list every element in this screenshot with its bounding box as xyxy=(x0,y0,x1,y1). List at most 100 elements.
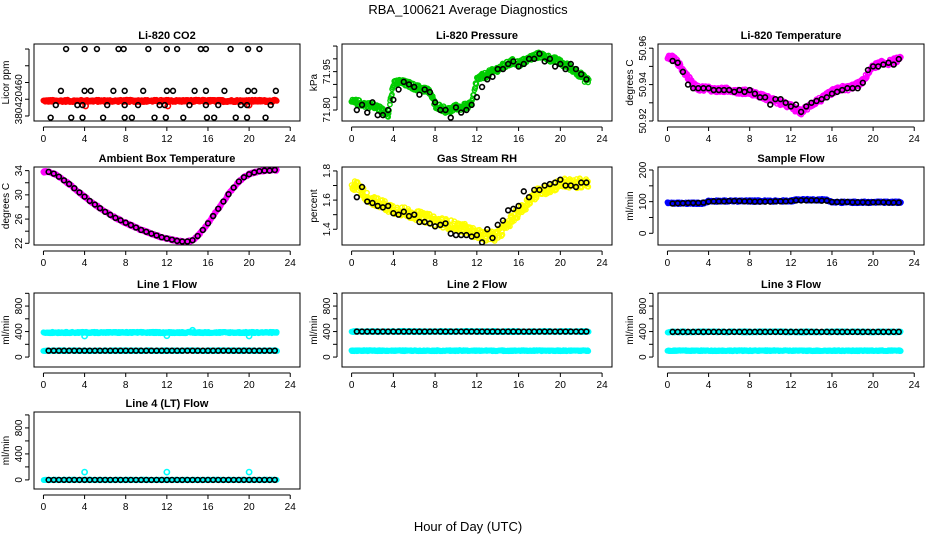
x-tick-label: 16 xyxy=(202,380,214,391)
average-point xyxy=(267,101,274,109)
average-point xyxy=(859,79,867,86)
x-tick-label: 12 xyxy=(785,134,797,145)
x-tick-label: 8 xyxy=(432,380,438,391)
average-point xyxy=(364,109,371,116)
y-tick-label: 0 xyxy=(322,354,333,360)
y-tick-label: 800 xyxy=(322,297,333,314)
y-axis-label: ml/min xyxy=(625,191,636,220)
outlier-point xyxy=(163,332,171,340)
average-point xyxy=(194,232,201,240)
x-tick-label: 4 xyxy=(706,258,712,269)
average-point xyxy=(864,66,872,74)
x-axis: 0 4 8 12 16 20 24 xyxy=(665,250,920,269)
panel-title: Li-820 CO2 xyxy=(138,30,195,42)
average-point xyxy=(163,45,171,53)
average-point xyxy=(578,70,585,78)
y-axis-label: degrees C xyxy=(1,183,12,229)
average-point xyxy=(854,85,861,92)
raw-point xyxy=(273,329,280,335)
average-point xyxy=(400,78,407,86)
average-point xyxy=(134,101,142,109)
average-point xyxy=(736,86,743,94)
y-tick-label: 71.80 xyxy=(322,97,333,122)
average-point xyxy=(137,226,145,234)
raw-point xyxy=(496,233,503,239)
x-tick-label: 12 xyxy=(471,134,483,145)
average-point xyxy=(203,114,211,121)
x-tick-label: 24 xyxy=(909,134,921,145)
average-point xyxy=(358,101,366,109)
x-tick-label: 20 xyxy=(244,258,256,269)
x-tick-label: 8 xyxy=(747,134,753,145)
average-point xyxy=(62,45,70,53)
average-point xyxy=(244,87,252,95)
average-point xyxy=(510,205,517,213)
y-axis-label: percent xyxy=(309,189,320,223)
average-point xyxy=(541,182,548,189)
average-point xyxy=(81,193,88,200)
average-point xyxy=(202,45,210,53)
y-tick-label: 0 xyxy=(638,230,649,236)
average-point xyxy=(99,114,107,121)
plot-frame xyxy=(33,43,301,122)
average-point xyxy=(153,232,160,239)
x-axis: 0 4 8 12 16 20 24 xyxy=(349,250,609,269)
x-tick-label: 0 xyxy=(665,134,671,145)
x-tick-label: 4 xyxy=(391,134,397,145)
average-point xyxy=(71,184,78,192)
average-point xyxy=(209,212,217,220)
series-average xyxy=(47,45,280,121)
panel-title: Ambient Box Temperature xyxy=(99,153,236,165)
x-tick-label: 0 xyxy=(349,134,355,145)
x-tick-label: 24 xyxy=(285,134,297,145)
plot-frame xyxy=(341,166,613,246)
average-point xyxy=(230,184,237,191)
average-point xyxy=(499,65,507,73)
average-point xyxy=(463,106,470,114)
average-point xyxy=(813,97,820,105)
x-tick-label: 0 xyxy=(665,258,671,269)
average-point xyxy=(431,223,439,230)
x-tick-label: 4 xyxy=(706,134,712,145)
raw-point xyxy=(514,214,521,221)
plot-area xyxy=(348,328,592,355)
plot-area xyxy=(40,45,280,121)
series-average xyxy=(45,347,279,354)
series-raw-low xyxy=(348,347,592,355)
average-point xyxy=(557,176,564,183)
average-point xyxy=(55,173,63,180)
y-tick-label: 800 xyxy=(14,297,25,314)
y-tick-label: 50.96 xyxy=(638,35,649,60)
average-point xyxy=(93,45,101,53)
plot-frame xyxy=(341,43,613,122)
average-point xyxy=(885,59,892,66)
x-tick-label: 12 xyxy=(161,134,173,145)
average-point xyxy=(551,179,559,186)
average-point xyxy=(271,167,279,174)
average-point xyxy=(87,87,94,95)
x-tick-label: 12 xyxy=(161,258,173,269)
y-tick-label: 22 xyxy=(14,237,25,249)
average-point xyxy=(452,231,460,239)
average-point xyxy=(546,55,554,63)
y-tick-label: 100 xyxy=(638,193,649,210)
y-axis-label: ml/min xyxy=(1,315,12,344)
average-point xyxy=(395,211,402,218)
average-point xyxy=(210,114,218,121)
x-axis: 0 4 8 12 16 20 24 xyxy=(41,126,297,145)
x-tick-label: 16 xyxy=(202,134,214,145)
average-point xyxy=(890,61,897,68)
average-point xyxy=(833,88,841,96)
average-point xyxy=(484,226,491,233)
x-tick-label: 24 xyxy=(597,258,609,269)
x-axis-label: Hour of Day (UTC) xyxy=(414,519,522,534)
y-tick-label: 460 xyxy=(14,74,25,91)
x-tick-label: 24 xyxy=(285,258,297,269)
average-point xyxy=(395,86,402,93)
